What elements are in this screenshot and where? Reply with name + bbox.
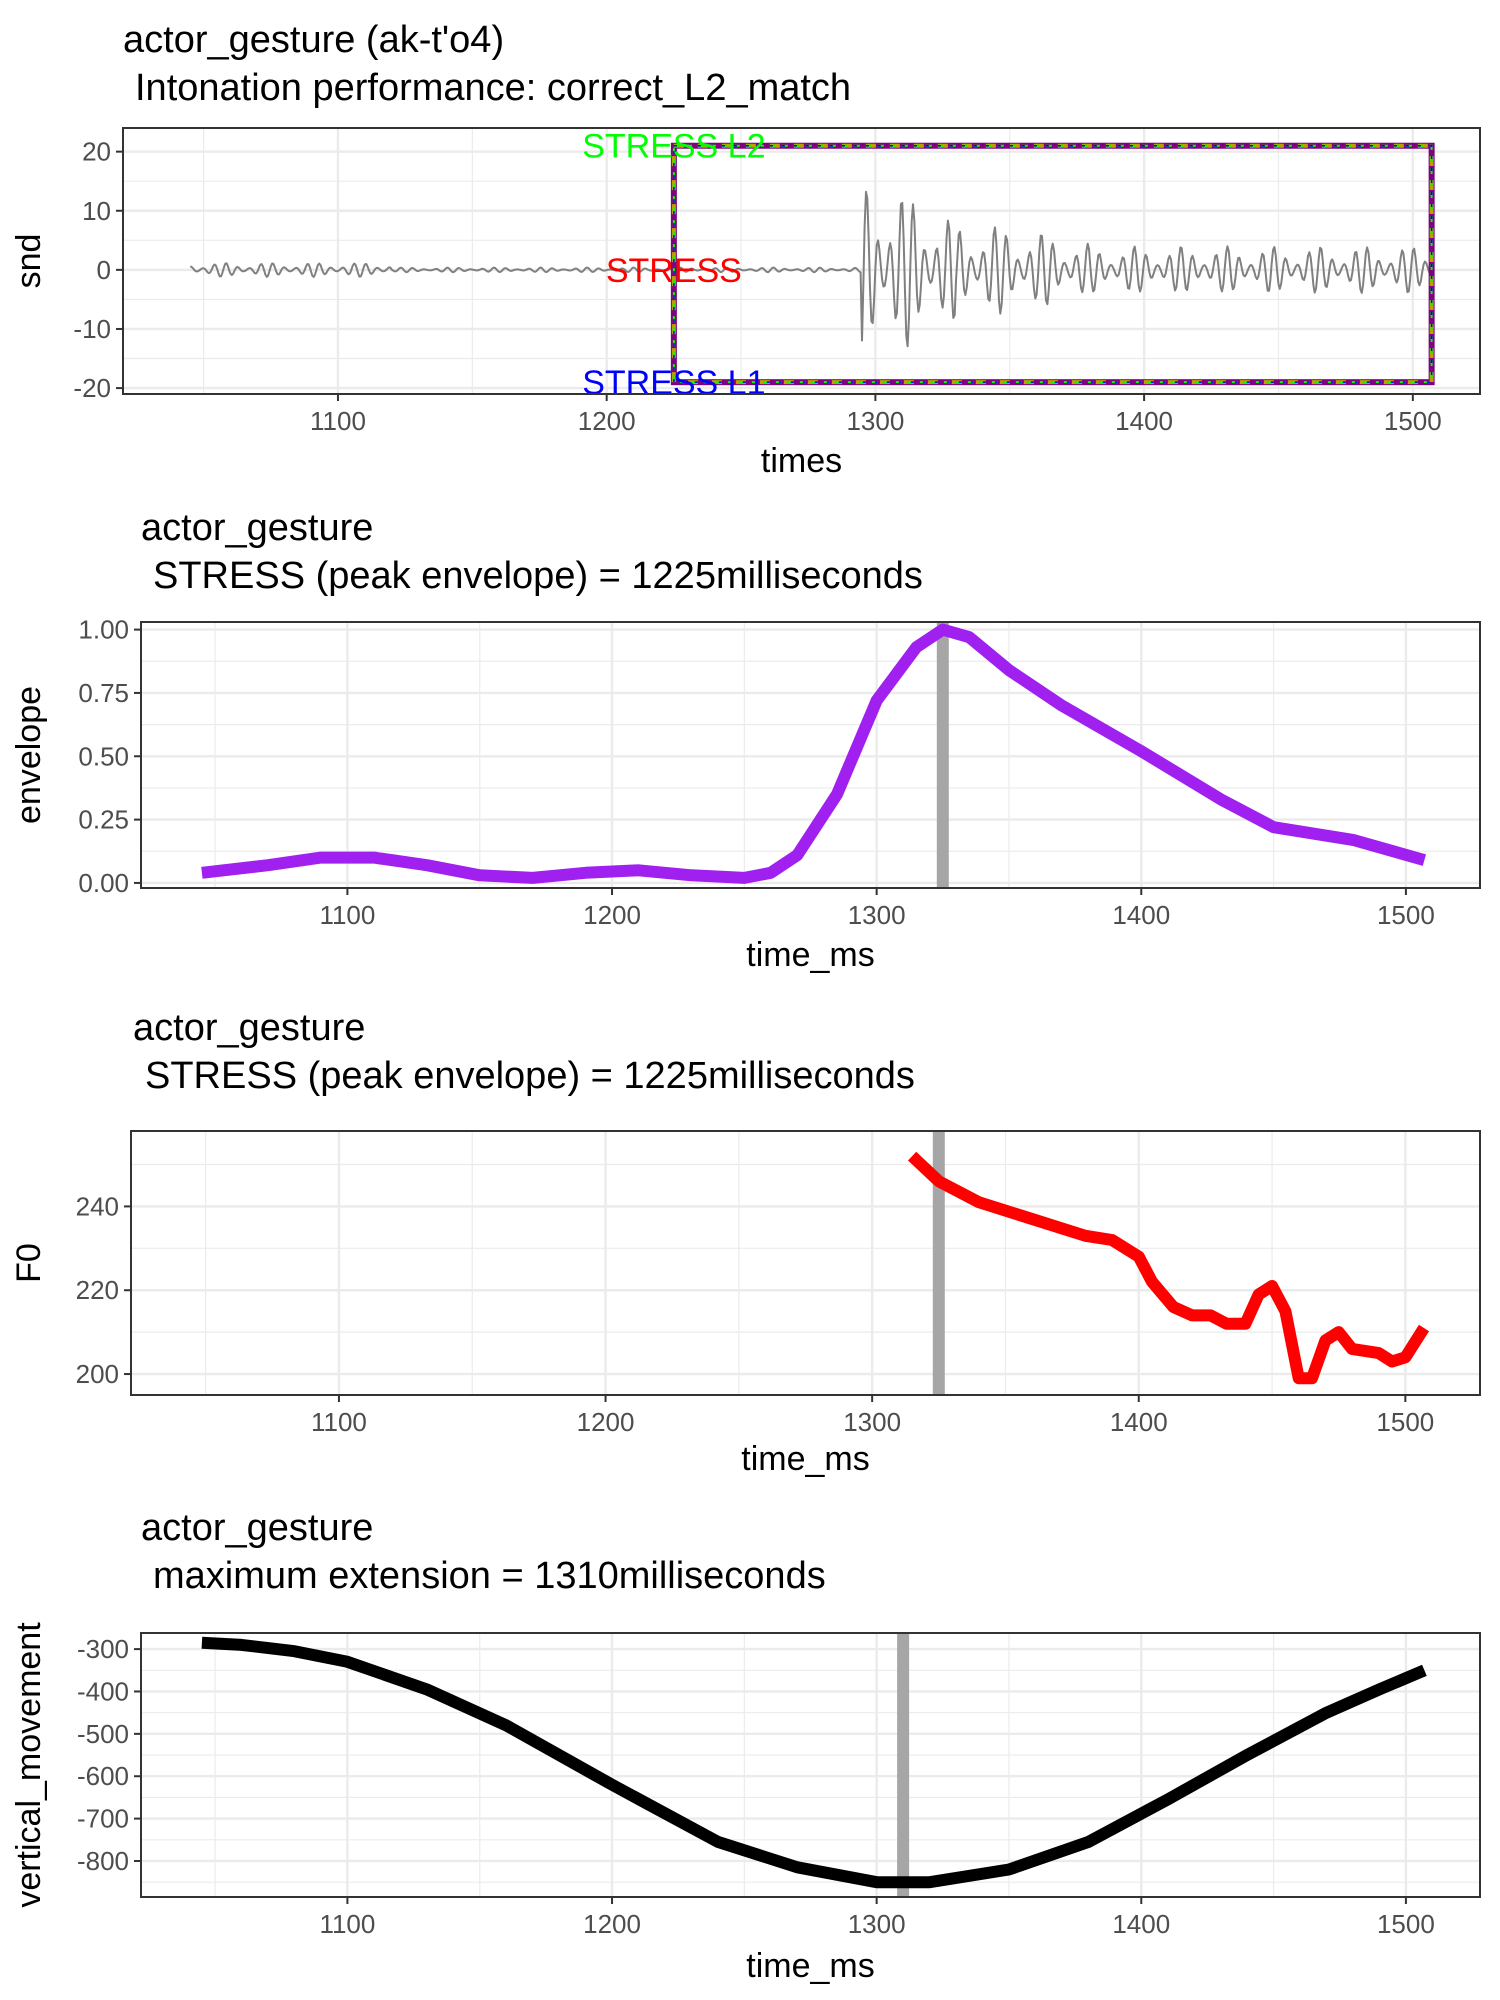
annotation-label: STRESS L1 [582,364,765,402]
y-tick-label: -300 [77,1634,129,1664]
plot-panel [141,1633,1480,1897]
y-axis-title: envelope [10,686,48,824]
y-tick-label: -500 [77,1719,129,1749]
chart-subtitle: Intonation performance: correct_L2_match [135,67,851,109]
x-tick-label: 1500 [1384,406,1442,436]
y-tick-label: 10 [82,196,111,226]
x-tick-label: 1400 [1112,900,1170,930]
series-line [907,1151,1430,1385]
y-tick-label: 0.50 [78,741,129,771]
x-tick-label: 1200 [578,406,636,436]
x-tick-label: 1300 [843,1407,901,1437]
x-tick-label: 1100 [319,900,375,930]
x-axis-title: times [761,442,842,480]
x-tick-label: 1400 [1112,1909,1170,1939]
chart-title: actor_gesture [141,1507,373,1549]
x-tick-label: 1300 [846,406,904,436]
y-tick-label: -400 [77,1676,129,1706]
x-tick-label: 1500 [1376,1407,1434,1437]
x-tick-label: 1500 [1377,1909,1435,1939]
y-axis-title: F0 [10,1243,48,1283]
x-tick-label: 1100 [311,1407,367,1437]
x-axis-title: time_ms [741,1440,869,1478]
waveform-chart: actor_gesture (ak-t'o4) Intonation perfor… [10,19,1481,480]
chart-title: actor_gesture [133,1007,365,1049]
y-tick-label: -800 [77,1846,129,1876]
annotation-label: STRESS L2 [582,128,765,166]
y-tick-label: -10 [73,314,111,344]
y-tick-label: 1.00 [78,615,129,645]
annotation-label: STRESS [606,252,742,290]
y-tick-label: 0.75 [78,678,129,708]
x-tick-label: 1200 [577,1407,635,1437]
series-line [201,1636,1427,1889]
y-tick-label: 0.00 [78,868,129,898]
y-tick-label: 220 [76,1275,119,1305]
chart-subtitle: STRESS (peak envelope) = 1225millisecond… [145,1055,915,1097]
panel-border [130,1130,1481,1396]
y-axis-title: snd [10,234,48,289]
x-tick-label: 1300 [848,900,906,930]
chart-subtitle: STRESS (peak envelope) = 1225millisecond… [153,555,923,597]
y-tick-label: -600 [77,1761,129,1791]
x-tick-label: 1200 [583,900,641,930]
envelope-chart: actor_gesture STRESS (peak envelope) = 12… [10,507,1481,974]
x-tick-label: 1200 [583,1909,641,1939]
x-tick-label: 1300 [848,1909,906,1939]
series-line [201,623,1427,884]
x-tick-label: 1400 [1110,1407,1168,1437]
y-tick-label: 240 [76,1191,119,1221]
chart-title: actor_gesture (ak-t'o4) [123,19,504,61]
y-tick-label: 0.25 [78,805,129,835]
plot-panel [123,128,1480,394]
y-tick-label: -20 [73,373,111,403]
y-tick-label: 20 [82,137,111,167]
y-tick-label: -700 [77,1804,129,1834]
y-tick-label: 0 [97,255,111,285]
panel-border [140,1632,1481,1898]
y-axis-title: vertical_movement [10,1622,48,1908]
x-axis-title: time_ms [746,1947,874,1985]
x-tick-label: 1100 [310,406,366,436]
stress-region-dash-green [672,144,1433,384]
series-line [190,190,1432,348]
plot-panel [131,1131,1480,1395]
x-tick-label: 1100 [319,1909,375,1939]
f0-chart: actor_gesture STRESS (peak envelope) = 12… [10,1007,1481,1478]
x-axis-title: time_ms [746,936,874,974]
panel-border [140,621,1481,889]
chart-title: actor_gesture [141,507,373,549]
y-tick-label: 200 [76,1359,119,1389]
x-tick-label: 1500 [1377,900,1435,930]
x-tick-label: 1400 [1115,406,1173,436]
panel-border [122,127,1481,395]
plot-panel [141,622,1480,888]
chart-subtitle: maximum extension = 1310milliseconds [153,1555,826,1597]
